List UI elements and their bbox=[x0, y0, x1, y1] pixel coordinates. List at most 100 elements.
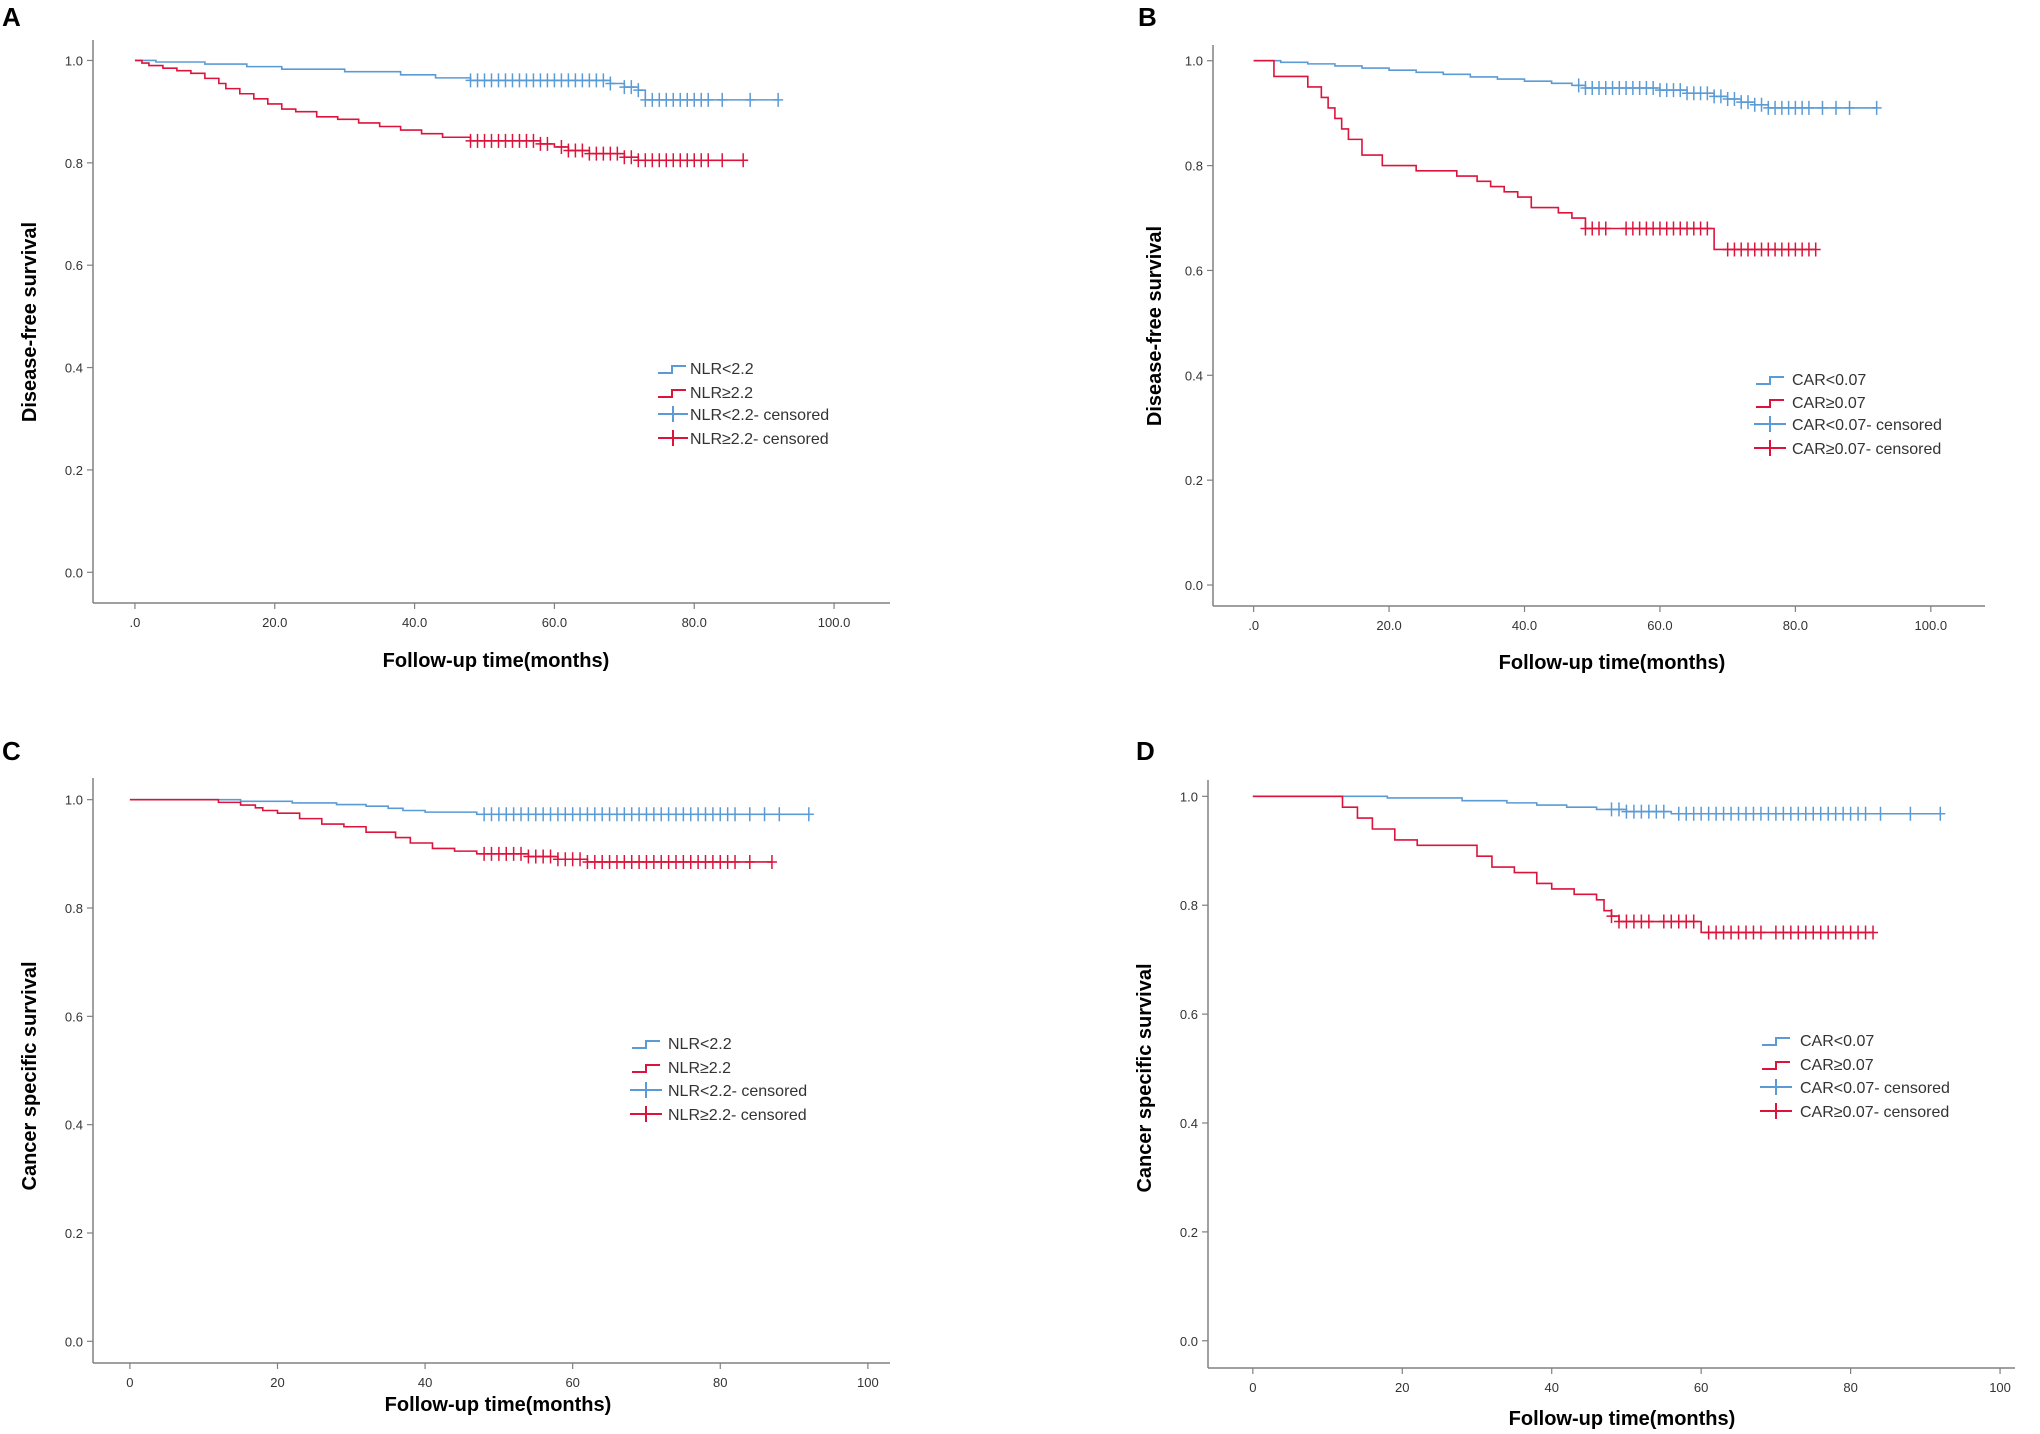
x-tick-label: 40.0 bbox=[1512, 618, 1537, 633]
censored-mark-high bbox=[766, 854, 777, 869]
legend-label-censored-low-b: CAR<0.07- censored bbox=[1792, 417, 1942, 434]
legend-swatch-censored-low-b bbox=[1754, 416, 1786, 432]
plot-area-d: 0.0 0.2 0.4 0.6 0.8 1.0 0 20 40 60 80 100 bbox=[1180, 780, 2015, 1395]
censored-mark-low bbox=[703, 92, 714, 107]
x-tick-label: 100.0 bbox=[818, 615, 851, 630]
y-axis-title-d: Cancer specific survival bbox=[1134, 963, 1156, 1192]
legend-d: CAR<0.07 CAR≥0.07 CAR<0.07- censored CAR… bbox=[1760, 1033, 1950, 1121]
legend-swatch-line-high-b bbox=[1756, 399, 1784, 408]
legend-swatch-censored-high-a bbox=[658, 430, 688, 446]
censored-mark-high bbox=[516, 846, 527, 861]
y-tick-label: 0.4 bbox=[1180, 1116, 1198, 1131]
legend-label-high-b: CAR≥0.07 bbox=[1792, 395, 1866, 412]
censored-mark-low bbox=[774, 807, 785, 822]
legend-label-low-d: CAR<0.07 bbox=[1800, 1033, 1874, 1050]
y-tick-label: 1.0 bbox=[1185, 54, 1203, 69]
censored-mark-low bbox=[717, 92, 728, 107]
censored-mark-low bbox=[1831, 100, 1842, 115]
legend-label-censored-low-a: NLR<2.2- censored bbox=[690, 407, 829, 424]
censored-mark-high bbox=[1688, 914, 1699, 929]
legend-label-censored-high-d: CAR≥0.07- censored bbox=[1800, 1104, 1949, 1121]
censored-mark-high bbox=[575, 852, 586, 867]
legend-swatch-censored-low-c bbox=[630, 1082, 662, 1098]
survival-curve-high-d bbox=[1252, 795, 1874, 934]
legend-swatch-censored-low-a bbox=[658, 406, 688, 422]
censored-mark-low bbox=[1803, 100, 1814, 115]
legend-a: NLR<2.2 NLR≥2.2 NLR<2.2- censored NLR≥2.… bbox=[658, 361, 829, 448]
panel-b: B 0.0 0.2 0.4 0.6 0.8 1.0 .0 20.0 40.0 60.0 80.0 10… bbox=[1138, 2, 1985, 674]
x-tick-label: 100.0 bbox=[1915, 618, 1948, 633]
censored-mark-high bbox=[626, 150, 637, 165]
censored-mark-low bbox=[1756, 97, 1767, 112]
y-tick-label: 0.8 bbox=[65, 901, 83, 916]
x-tick-label: 80 bbox=[1843, 1380, 1857, 1395]
x-tick-label: 80.0 bbox=[1783, 618, 1808, 633]
y-axis-title-c: Cancer specific survival bbox=[19, 961, 41, 1190]
y-tick-label: 0.0 bbox=[1180, 1334, 1198, 1349]
censored-mark-low bbox=[1875, 806, 1886, 821]
y-tick-label: 0.2 bbox=[1185, 473, 1203, 488]
censored-mark-high bbox=[612, 146, 623, 161]
x-tick-label: 20.0 bbox=[1376, 618, 1401, 633]
x-axis-title-d: Follow-up time(months) bbox=[1509, 1408, 1736, 1430]
legend-swatch-line-low-a bbox=[658, 365, 686, 374]
y-tick-label: 0.4 bbox=[1185, 368, 1203, 383]
censored-mark-high bbox=[577, 143, 588, 158]
x-tick-label: .0 bbox=[130, 615, 141, 630]
censored-mark-high bbox=[738, 153, 749, 168]
legend-label-high-d: CAR≥0.07 bbox=[1800, 1057, 1874, 1074]
censored-mark-high bbox=[556, 139, 567, 154]
censored-mark-high bbox=[1606, 909, 1617, 924]
censored-mark-high bbox=[1868, 925, 1879, 940]
censored-mark-low bbox=[745, 92, 756, 107]
legend-swatch-censored-high-c bbox=[630, 1106, 662, 1122]
legend-swatch-line-high-c bbox=[632, 1064, 660, 1073]
panel-c: C 0.0 0.2 0.4 0.6 0.8 1.0 0 20 40 60 80 100 Cancer … bbox=[2, 736, 890, 1416]
censored-mark-high bbox=[1600, 221, 1611, 236]
censored-mark-high bbox=[1643, 914, 1654, 929]
legend-label-high-c: NLR≥2.2 bbox=[668, 1060, 731, 1077]
legend-label-censored-low-c: NLR<2.2- censored bbox=[668, 1083, 807, 1100]
panel-letter-d: D bbox=[1136, 736, 1155, 766]
legend-label-censored-high-c: NLR≥2.2- censored bbox=[668, 1107, 807, 1124]
legend-b: CAR<0.07 CAR≥0.07 CAR<0.07- censored CAR… bbox=[1754, 372, 1942, 458]
x-axis-title-c: Follow-up time(months) bbox=[385, 1394, 612, 1416]
survival-curve-low-c bbox=[129, 798, 809, 816]
panel-letter-c: C bbox=[2, 736, 21, 766]
censored-mark-low bbox=[633, 83, 644, 98]
censored-mark-low bbox=[1573, 78, 1584, 93]
legend-swatch-censored-high-b bbox=[1754, 440, 1786, 456]
censored-mark-low bbox=[744, 807, 755, 822]
x-tick-label: .0 bbox=[1248, 618, 1259, 633]
y-tick-label: 0.2 bbox=[65, 1226, 83, 1241]
censored-mark-high bbox=[1755, 925, 1766, 940]
y-axis-title-a: Disease-free survival bbox=[19, 222, 41, 422]
survival-curve-low-a bbox=[134, 59, 779, 101]
legend-label-low-b: CAR<0.07 bbox=[1792, 372, 1866, 389]
x-tick-label: 60.0 bbox=[1647, 618, 1672, 633]
censored-mark-low bbox=[1817, 100, 1828, 115]
panel-letter-a: A bbox=[2, 2, 21, 32]
x-tick-label: 40.0 bbox=[402, 615, 427, 630]
y-tick-label: 0.6 bbox=[1185, 263, 1203, 278]
x-tick-label: 0 bbox=[1249, 1380, 1256, 1395]
censored-mark-low bbox=[1844, 100, 1855, 115]
y-tick-label: 1.0 bbox=[1180, 789, 1198, 804]
legend-label-low-a: NLR<2.2 bbox=[690, 361, 754, 378]
plot-area-b: 0.0 0.2 0.4 0.6 0.8 1.0 .0 20.0 40.0 60.0 80.0 100.… bbox=[1185, 45, 1985, 633]
x-tick-label: 80 bbox=[713, 1375, 727, 1390]
censored-mark-high bbox=[528, 133, 539, 148]
censored-mark-low bbox=[773, 92, 784, 107]
x-tick-label: 20 bbox=[270, 1375, 284, 1390]
plot-area-a: 0.0 0.2 0.4 0.6 0.8 1.0 .0 20.0 40.0 60.0 80.0 100.… bbox=[65, 40, 890, 630]
x-tick-label: 60 bbox=[1694, 1380, 1708, 1395]
y-tick-label: 0.6 bbox=[65, 258, 83, 273]
legend-swatch-line-high-d bbox=[1762, 1061, 1790, 1070]
censored-mark-high bbox=[744, 854, 755, 869]
censored-mark-low bbox=[1935, 806, 1946, 821]
censored-mark-low bbox=[1871, 100, 1882, 115]
x-tick-label: 100 bbox=[1989, 1380, 2011, 1395]
censored-mark-low bbox=[1675, 83, 1686, 98]
y-tick-label: 0.0 bbox=[65, 565, 83, 580]
